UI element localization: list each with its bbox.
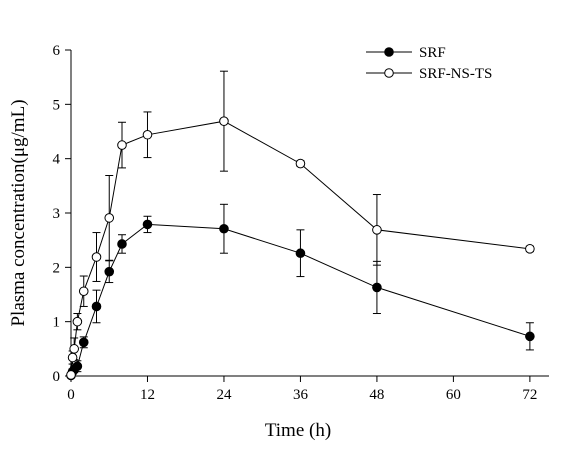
y-tick-label: 5 bbox=[53, 97, 61, 113]
y-tick-label: 0 bbox=[53, 369, 61, 385]
data-point bbox=[525, 244, 535, 254]
y-tick-label: 4 bbox=[53, 152, 61, 168]
data-point bbox=[66, 370, 76, 380]
data-point bbox=[104, 213, 115, 223]
y-tick-label: 1 bbox=[53, 315, 61, 331]
y-tick-label: 2 bbox=[53, 260, 61, 276]
y-tick-label: 6 bbox=[53, 43, 61, 59]
legend-marker-srf bbox=[384, 47, 394, 57]
series-1 bbox=[66, 70, 535, 380]
data-point bbox=[78, 286, 89, 297]
legend-marker-srf-ns-ts bbox=[384, 68, 394, 78]
x-tick-label: 0 bbox=[67, 387, 75, 403]
data-point bbox=[295, 158, 306, 169]
legend: SRF SRF-NS-TS bbox=[366, 45, 492, 82]
data-point bbox=[91, 301, 102, 312]
data-point bbox=[372, 282, 382, 293]
x-tick-label: 36 bbox=[293, 387, 309, 403]
data-point bbox=[91, 252, 102, 262]
data-point bbox=[372, 225, 382, 235]
data-point bbox=[78, 337, 89, 348]
data-point bbox=[219, 116, 229, 126]
x-tick-label: 12 bbox=[140, 387, 155, 403]
data-point bbox=[142, 219, 153, 230]
data-point bbox=[219, 223, 229, 234]
x-axis-title: Time (h) bbox=[265, 420, 331, 441]
legend-label-srf: SRF bbox=[419, 45, 446, 61]
x-tick-label: 72 bbox=[522, 387, 537, 403]
legend-label-srf-ns-ts: SRF-NS-TS bbox=[419, 66, 492, 82]
data-point bbox=[67, 352, 78, 363]
data-point bbox=[72, 316, 83, 327]
x-tick-label: 48 bbox=[369, 387, 384, 403]
data-point bbox=[69, 344, 79, 354]
y-tick-label: 3 bbox=[53, 206, 61, 222]
series-layer bbox=[66, 70, 535, 381]
x-tick-label: 60 bbox=[446, 387, 461, 403]
series-0 bbox=[66, 203, 535, 381]
data-point bbox=[117, 140, 127, 150]
data-point bbox=[142, 129, 153, 140]
data-point bbox=[525, 331, 535, 342]
data-point bbox=[72, 361, 83, 372]
x-tick-label: 24 bbox=[216, 387, 232, 403]
data-point bbox=[104, 266, 115, 277]
data-point bbox=[117, 239, 127, 249]
y-axis-title: Plasma concentration(μg/mL) bbox=[8, 99, 29, 326]
data-point bbox=[295, 248, 306, 259]
